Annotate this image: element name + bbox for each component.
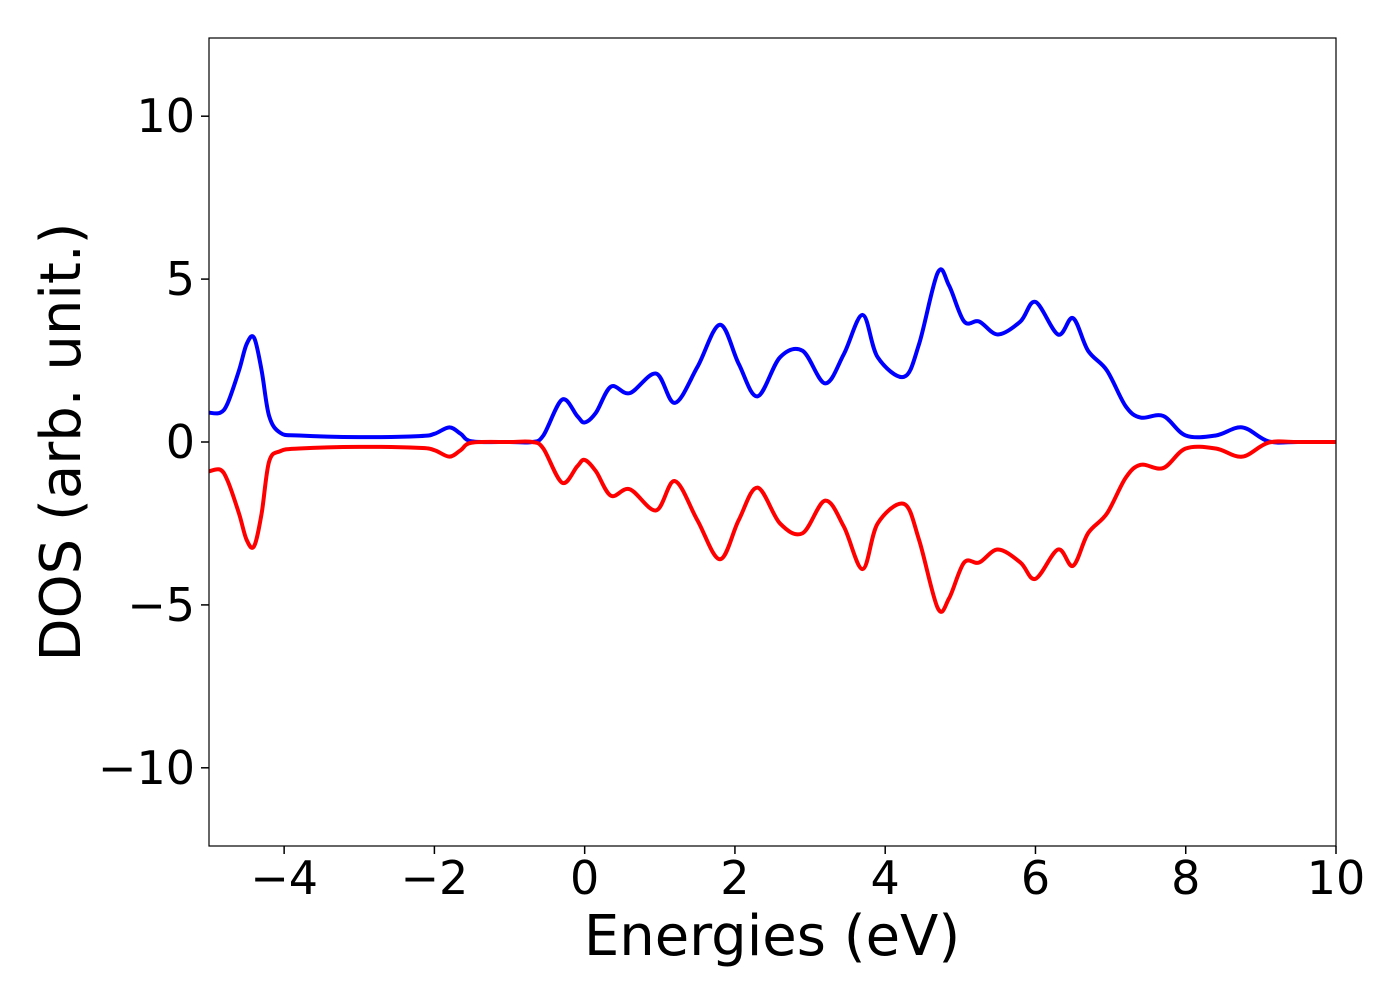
y-tick-label: 10: [136, 89, 195, 143]
series-line-spin-down: [209, 439, 1336, 614]
y-axis-label: DOS (arb. unit.): [29, 222, 94, 661]
series-line-spin-up: [209, 267, 1336, 445]
x-tick-label: 0: [570, 851, 599, 905]
y-tick-label: −5: [127, 578, 195, 632]
x-tick-label: 4: [871, 851, 900, 905]
series-layer: [209, 267, 1336, 614]
y-tick-label: 0: [166, 415, 195, 469]
x-tick-label: 6: [1021, 851, 1050, 905]
x-tick-label: 10: [1307, 851, 1366, 905]
x-tick-label: −2: [400, 851, 468, 905]
x-axis-label: Energies (eV): [584, 904, 960, 969]
x-tick-label: 2: [720, 851, 749, 905]
y-axis-ticks: −10 −5 0 5 10: [98, 89, 209, 795]
x-axis-ticks: −4 −2 0 2 4 6 8 10: [250, 846, 1365, 905]
x-tick-label: 8: [1171, 851, 1200, 905]
y-tick-label: 5: [166, 252, 195, 306]
x-tick-label: −4: [250, 851, 318, 905]
plot-frame: [208, 37, 1337, 847]
y-tick-label: −10: [98, 741, 195, 795]
